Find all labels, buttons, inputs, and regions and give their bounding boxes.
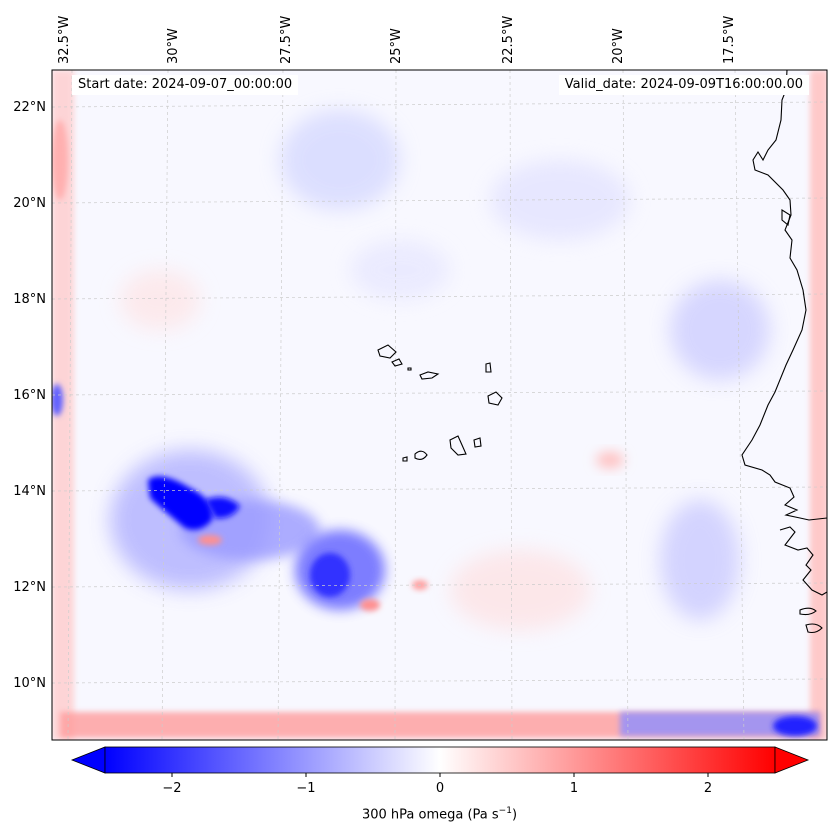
- sao-vicente-island: [391, 358, 403, 367]
- omega-field: [52, 70, 827, 740]
- santo-antao-island: [377, 344, 397, 359]
- omega-field-background: [52, 70, 827, 740]
- colorbar-gradient: [104, 746, 776, 774]
- colorbar-label-end: ): [511, 807, 518, 823]
- lat-label-22n: 22°N: [13, 100, 46, 115]
- santa-luzia-island: [407, 367, 412, 371]
- sao-nicolau-island: [419, 371, 440, 380]
- brava-island: [402, 456, 408, 462]
- lat-label-18n: 18°N: [13, 292, 46, 307]
- colorbar-tick-1: 1: [570, 781, 578, 796]
- lat-label-14n: 14°N: [13, 484, 46, 499]
- colorbar-tick-0: 0: [436, 781, 444, 796]
- lat-label-10n: 10°N: [13, 676, 46, 691]
- cape-verde-islands: [377, 344, 503, 462]
- lon-label-22-5w: 22.5°W: [501, 16, 516, 64]
- fogo-island: [414, 450, 428, 461]
- lat-label-12n: 12°N: [13, 580, 46, 595]
- colorbar: −2 −1 0 1 2: [70, 746, 810, 796]
- colorbar-tick-minus2: −2: [162, 781, 181, 796]
- maio-island: [473, 437, 482, 448]
- santiago-island: [449, 435, 467, 456]
- colorbar-label-exponent: −1: [498, 806, 512, 816]
- longitude-labels: 32.5°W 30°W 27.5°W 25°W 22.5°W 20°W 17.5…: [57, 16, 737, 64]
- colorbar-label: 300 hPa omega (Pa s−1): [52, 806, 827, 822]
- colorbar-tick-2: 2: [704, 781, 712, 796]
- colorbar-extend-max: [774, 746, 810, 774]
- latitude-labels: 22°N 20°N 18°N 16°N 14°N 12°N 10°N: [13, 100, 46, 691]
- map-frame: [51, 69, 828, 741]
- colorbar-tick-minus1: −1: [296, 781, 315, 796]
- boa-vista-island: [487, 391, 503, 406]
- lon-label-17-5w: 17.5°W: [722, 16, 737, 64]
- lon-label-25w: 25°W: [389, 28, 404, 64]
- lat-label-16n: 16°N: [13, 388, 46, 403]
- colorbar-extend-min: [70, 746, 106, 774]
- colorbar-label-main: 300 hPa omega (Pa s: [361, 807, 499, 823]
- start-date-label: Start date: 2024-09-07_00:00:00: [72, 75, 299, 95]
- sal-island: [485, 362, 492, 373]
- coastlines: [741, 70, 827, 634]
- colorbar-ticks: [171, 773, 709, 777]
- gridlines: [52, 70, 827, 740]
- lat-label-20n: 20°N: [13, 196, 46, 211]
- africa-coastline: [741, 70, 827, 521]
- valid-date-label: Valid_date: 2024-09-09T16:00:00.00: [558, 75, 809, 95]
- lon-label-30w: 30°W: [166, 28, 181, 64]
- lon-label-20w: 20°W: [611, 28, 626, 64]
- map-panel: [52, 70, 827, 740]
- lon-label-32-5w: 32.5°W: [57, 16, 72, 64]
- lon-label-27-5w: 27.5°W: [279, 16, 294, 64]
